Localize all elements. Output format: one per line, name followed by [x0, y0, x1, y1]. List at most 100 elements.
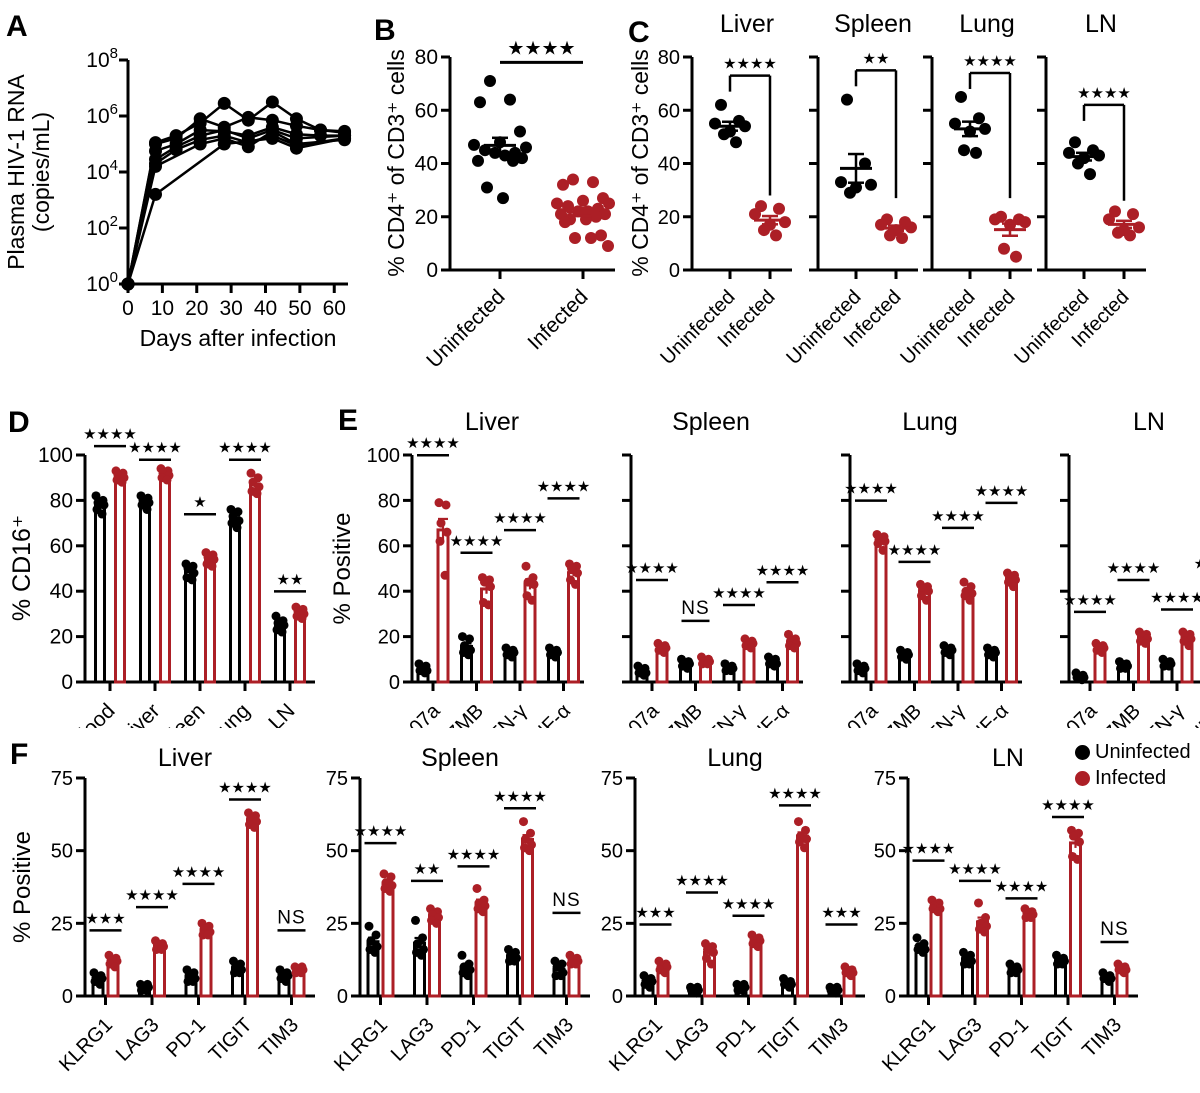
svg-text:Liver: Liver: [465, 408, 519, 436]
svg-text:★: ★: [193, 494, 206, 511]
panel-c-cd4-tissue-scatter: 0 20 40 60 80 ★★★★ Liver Uninfected Infected ★★ Sp…: [620, 0, 1200, 403]
svg-text:★★★★: ★★★★: [888, 542, 942, 559]
svg-text:40: 40: [254, 297, 277, 320]
uninfected-dot-icon: [1075, 744, 1090, 760]
svg-text:60: 60: [50, 535, 73, 558]
svg-text:KLRG1: KLRG1: [330, 1014, 392, 1076]
svg-text:★★★★: ★★★★: [948, 861, 1002, 878]
svg-text:★★★★: ★★★★: [1063, 592, 1117, 609]
panel-f-exhaustion-bars: 0 25 50 75 ★★★ KLRG1 ★★★★ LAG3 ★★★★ PD-1 ★★★★ TIGIT…: [0, 728, 1200, 1093]
svg-text:100: 100: [38, 444, 73, 467]
svg-text:0: 0: [426, 259, 438, 282]
svg-text:★★★★: ★★★★: [625, 560, 679, 577]
svg-text:★★★★: ★★★★: [507, 38, 575, 59]
svg-text:25: 25: [326, 913, 348, 935]
svg-text:0: 0: [612, 986, 623, 1008]
svg-text:★★★: ★★★: [821, 905, 861, 922]
svg-text:KLRG1: KLRG1: [55, 1014, 117, 1076]
legend: Uninfected Infected: [1075, 739, 1191, 791]
panel-letter-e: E: [338, 404, 359, 437]
svg-text:60: 60: [415, 99, 438, 122]
svg-text:TIGIT: TIGIT: [1028, 1014, 1080, 1066]
svg-text:50: 50: [601, 841, 623, 863]
svg-text:★★★★: ★★★★: [1150, 590, 1200, 607]
svg-text:★★★★: ★★★★: [218, 780, 272, 797]
svg-text:80: 80: [658, 47, 680, 69]
svg-text:NS: NS: [277, 907, 305, 928]
svg-text:20: 20: [50, 626, 73, 649]
svg-text:★★★★: ★★★★: [975, 483, 1029, 500]
svg-text:★★: ★★: [277, 571, 304, 588]
svg-text:% Positive: % Positive: [330, 512, 356, 624]
svg-text:Blood: Blood: [65, 699, 119, 728]
svg-text:★★★★: ★★★★: [995, 878, 1049, 895]
svg-text:NS: NS: [1100, 919, 1128, 940]
svg-text:60: 60: [323, 297, 346, 320]
svg-text:LAG3: LAG3: [387, 1014, 439, 1066]
svg-text:KLRG1: KLRG1: [605, 1014, 667, 1076]
svg-text:106: 106: [86, 101, 118, 128]
svg-text:0: 0: [62, 986, 73, 1008]
svg-text:40: 40: [658, 154, 680, 176]
svg-text:Plasma HIV-1 RNA(copies/mL): Plasma HIV-1 RNA(copies/mL): [3, 74, 54, 270]
svg-text:0: 0: [389, 672, 400, 694]
svg-text:TIM3: TIM3: [255, 1014, 303, 1062]
svg-text:★★★★: ★★★★: [768, 785, 822, 802]
svg-text:104: 104: [86, 157, 118, 184]
svg-text:0: 0: [61, 671, 73, 694]
panel-b-cd4-scatter: 0 20 40 60 80 ★★★★ Uninfected Infected % CD4⁺ of…: [370, 0, 625, 403]
svg-text:80: 80: [415, 46, 438, 69]
svg-text:75: 75: [326, 768, 348, 790]
svg-text:Lung: Lung: [205, 699, 254, 728]
legend-row-infected: Infected: [1075, 765, 1191, 791]
svg-text:Lung: Lung: [707, 744, 763, 772]
legend-label-infected: Infected: [1095, 766, 1167, 789]
svg-text:★★★★: ★★★★: [493, 788, 547, 805]
svg-text:75: 75: [874, 768, 896, 790]
svg-text:★★: ★★: [414, 861, 441, 878]
legend-label-uninfected: Uninfected: [1095, 740, 1191, 763]
svg-text:LN: LN: [1085, 10, 1117, 38]
svg-text:PD-1: PD-1: [162, 1014, 210, 1062]
svg-text:★★★★: ★★★★: [756, 562, 810, 579]
svg-text:★★★: ★★★: [635, 905, 675, 922]
svg-text:Lung: Lung: [902, 408, 958, 436]
svg-text:★★★★: ★★★★: [902, 841, 956, 858]
svg-text:Lung: Lung: [959, 10, 1015, 38]
svg-text:Spleen: Spleen: [672, 408, 750, 436]
svg-text:CD107a: CD107a: [815, 699, 883, 728]
svg-text:40: 40: [378, 581, 400, 603]
svg-text:20: 20: [185, 297, 208, 320]
svg-text:★★★★: ★★★★: [218, 440, 272, 457]
svg-text:LAG3: LAG3: [935, 1014, 987, 1066]
svg-text:★★★★: ★★★★: [128, 440, 182, 457]
svg-text:75: 75: [601, 768, 623, 790]
svg-text:★★★★: ★★★★: [1077, 85, 1131, 102]
svg-text:Spleen: Spleen: [834, 10, 912, 38]
svg-text:50: 50: [288, 297, 311, 320]
svg-text:10: 10: [151, 297, 174, 320]
svg-text:LN: LN: [1133, 408, 1165, 436]
svg-text:Liver: Liver: [116, 699, 164, 728]
svg-text:★★★★: ★★★★: [723, 56, 777, 73]
svg-text:TIM3: TIM3: [530, 1014, 578, 1062]
svg-text:★★★★: ★★★★: [1041, 797, 1095, 814]
svg-text:★★★★: ★★★★: [83, 426, 137, 443]
svg-text:30: 30: [219, 297, 242, 320]
svg-text:★★★: ★★★: [85, 910, 125, 927]
svg-text:25: 25: [51, 913, 73, 935]
svg-text:★★★★: ★★★★: [844, 481, 898, 498]
svg-text:TIGIT: TIGIT: [755, 1014, 807, 1066]
svg-text:0: 0: [337, 986, 348, 1008]
panel-d-cd16-bars: 020406080100★★★★Blood★★★★Liver★Spleen★★★…: [0, 400, 330, 762]
svg-text:50: 50: [874, 841, 896, 863]
panel-letter-a: A: [6, 10, 28, 43]
svg-text:60: 60: [658, 100, 680, 122]
svg-text:★★: ★★: [863, 50, 890, 67]
svg-text:★★★★: ★★★★: [712, 585, 766, 602]
svg-text:80: 80: [378, 490, 400, 512]
svg-text:Uninfected: Uninfected: [422, 285, 509, 372]
svg-text:IFN-γ: IFN-γ: [700, 700, 750, 728]
svg-text:% CD4⁺ of CD3⁺ cells: % CD4⁺ of CD3⁺ cells: [627, 49, 653, 277]
